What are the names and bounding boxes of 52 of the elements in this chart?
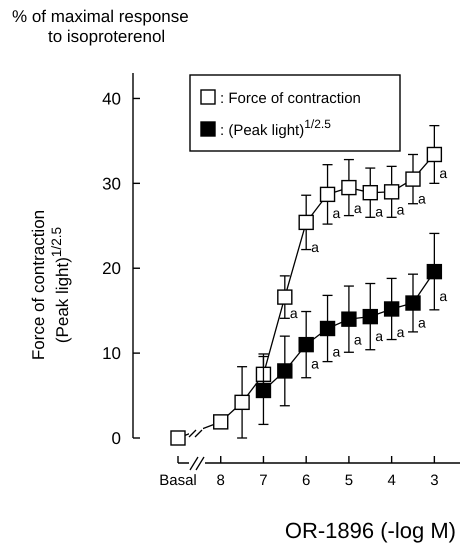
- x-tick-label: 3: [430, 472, 439, 489]
- chart-title: % of maximal response to isoproterenol: [12, 7, 189, 46]
- annotation: a: [375, 328, 384, 344]
- point: [362, 308, 378, 324]
- x-axis-title: OR-1896 (-log M): [284, 518, 456, 543]
- annotation: a: [311, 239, 320, 256]
- point: [170, 430, 186, 446]
- y-tick-label: 20: [102, 259, 121, 278]
- legend-label: : (Peak light)$^{1/2.5}$: [220, 117, 332, 139]
- point: [384, 184, 400, 200]
- point: [341, 311, 357, 327]
- y-tick-label: 0: [112, 429, 121, 448]
- point: [405, 295, 421, 311]
- x-tick-label: 5: [344, 472, 354, 489]
- y-tick-label: 30: [102, 174, 121, 194]
- x-tick-label: 6: [302, 472, 310, 489]
- x-tick-label: Basal: [159, 472, 197, 489]
- x-tick-label: 8: [216, 472, 225, 489]
- annotation: a: [439, 165, 448, 182]
- point: [213, 414, 228, 430]
- annotation: a: [375, 203, 384, 220]
- point: [256, 366, 272, 382]
- point: [277, 363, 293, 379]
- point: [341, 180, 357, 196]
- annotation: a: [396, 202, 405, 218]
- annotation: a: [332, 343, 341, 360]
- point: [320, 186, 336, 202]
- point: [298, 214, 314, 230]
- point: [320, 320, 336, 336]
- x-tick-label: 4: [387, 472, 396, 489]
- legend-label: : Force of contraction: [220, 90, 361, 107]
- annotation: a: [311, 355, 320, 372]
- x-tick-label: 7: [259, 472, 268, 489]
- annotation: a: [396, 324, 405, 340]
- point: [298, 336, 314, 352]
- point: [256, 382, 272, 398]
- annotation: a: [418, 314, 426, 331]
- point: [384, 301, 400, 317]
- point: [362, 184, 378, 200]
- y-tick-label: 10: [102, 344, 121, 364]
- y-tick-label: 40: [102, 89, 121, 108]
- point: [426, 146, 442, 162]
- annotation: a: [354, 200, 362, 216]
- point: [277, 289, 293, 305]
- point: [405, 171, 421, 187]
- point: [426, 264, 442, 280]
- annotation: a: [418, 190, 426, 207]
- annotation: a: [290, 305, 298, 322]
- annotation: a: [354, 332, 362, 348]
- point: [234, 394, 250, 410]
- annotation: a: [332, 205, 341, 222]
- annotation: a: [439, 288, 448, 304]
